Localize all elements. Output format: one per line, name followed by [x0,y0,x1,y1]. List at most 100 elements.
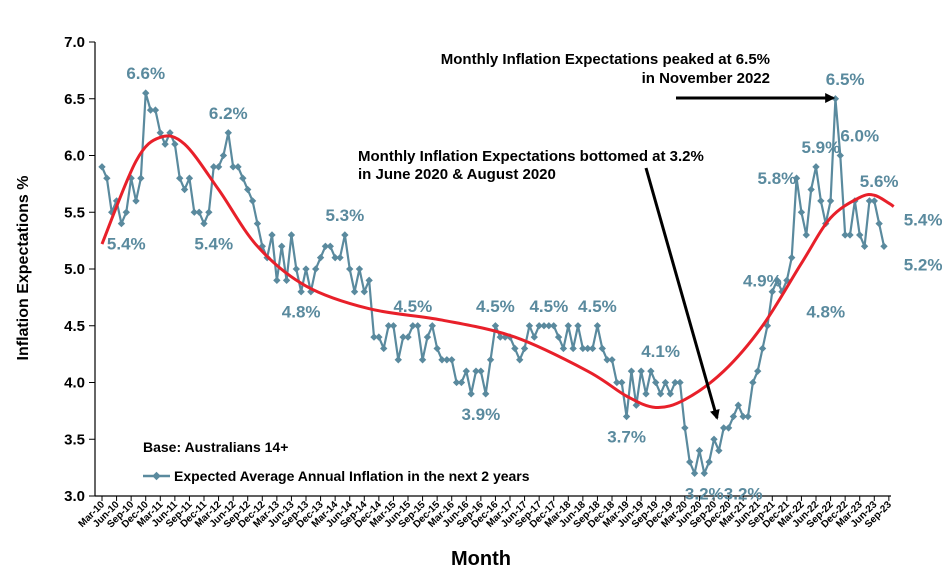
data-point [588,344,597,353]
base-note: Base: Australians 14+ [143,439,288,455]
data-label: 6.6% [126,64,165,83]
data-point [457,378,466,387]
data-point [409,322,417,330]
data-point [472,367,480,375]
data-point [875,219,883,228]
data-point [399,333,407,341]
data-point [550,322,558,330]
y-tick-label: 5.5 [64,204,85,221]
data-point [511,344,519,353]
y-tick-label: 4.5 [64,318,85,335]
data-label: 3.2% [724,484,763,503]
data-label: 4.8% [282,303,321,322]
data-point [622,412,631,421]
data-point [448,356,456,364]
data-point [380,344,388,353]
data-point [195,208,203,216]
data-point [540,322,548,330]
data-point [190,208,198,216]
data-point [180,185,189,194]
annotation-bottom-line1: Monthly Inflation Expectations bottomed … [358,148,704,165]
data-point [797,208,806,216]
data-point [671,378,679,387]
data-point [865,197,874,205]
data-point [608,356,616,364]
data-point [826,197,835,205]
data-point [880,242,888,250]
data-label: 6.5% [826,70,865,89]
data-point [652,378,660,387]
x-axis-ticks: Mar-10Jun-10Sep-10Dec-10Mar-11Jun-11Sep-… [77,496,894,530]
data-point [613,378,621,387]
data-point [637,367,645,375]
data-point [137,174,145,182]
trend-series [100,134,895,410]
data-label: 6.0% [840,127,879,146]
data-label: 4.5% [578,297,617,316]
data-point [545,322,553,330]
data-point [554,333,563,341]
data-point [146,106,155,114]
data-point [389,322,398,330]
data-point [516,356,524,364]
data-point [312,265,320,273]
data-label: 4.8% [806,303,845,322]
data-point [579,344,587,353]
data-point [593,322,602,330]
data-point [428,322,436,330]
data-point [103,174,111,182]
data-point [758,344,767,353]
data-point [341,231,349,239]
data-point [661,378,670,387]
data-point [491,322,500,330]
data-point [559,344,568,353]
data-point [754,367,762,375]
data-point [724,424,733,432]
data-point [185,174,194,182]
data-point [642,390,650,398]
data-point [336,253,344,262]
data-label: 6.2% [209,104,248,123]
data-point [729,412,738,421]
data-point [224,129,232,137]
data-point [452,378,461,387]
data-label: 5.4% [107,235,146,254]
legend-series-label: Expected Average Annual Inflation in the… [174,468,530,484]
data-point [433,344,441,353]
data-point [171,140,179,148]
trend-line [100,134,895,410]
data-point [151,106,160,114]
data-point [443,356,451,364]
data-label: 5.6% [860,172,899,191]
data-point [176,174,184,182]
data-label: 4.5% [529,297,568,316]
data-point [569,344,577,353]
data-point [423,333,432,341]
legend-marker-swatch [152,471,161,481]
data-label: 5.4% [194,235,233,254]
data-point [860,242,869,250]
data-point [574,322,582,330]
data-point [219,151,228,160]
data-point [739,412,747,421]
data-point [404,333,412,341]
data-point [584,344,592,353]
data-point [244,185,252,194]
data-point [817,197,825,205]
data-point [414,322,422,330]
data-label: 5.8% [758,169,797,188]
data-label: 3.2% [685,484,724,503]
data-point [841,231,849,239]
data-point [268,231,276,239]
data-point [710,435,718,443]
data-point [375,333,383,341]
data-point [384,322,393,330]
data-point [535,322,543,330]
data-point [278,242,286,250]
data-label: 4.5% [393,297,432,316]
data-point [253,219,262,228]
data-point [686,458,694,466]
data-point [812,163,820,171]
data-label: 3.7% [607,428,646,447]
data-point [486,356,495,364]
